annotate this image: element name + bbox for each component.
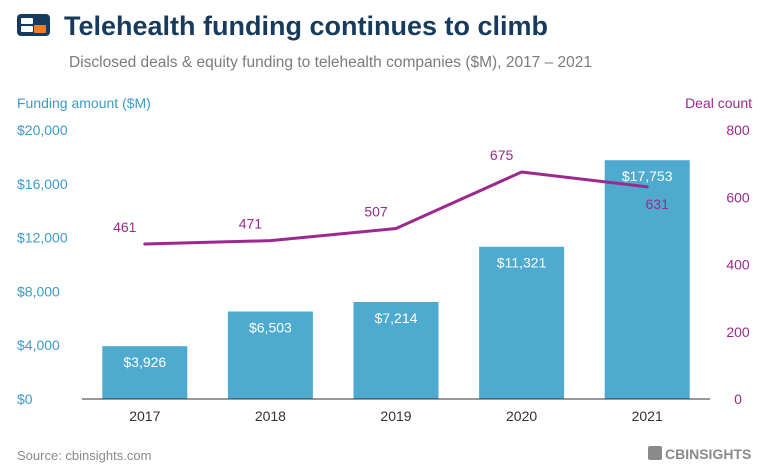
right-tick-label: 200 (726, 324, 750, 340)
right-axis-label: Deal count (685, 95, 752, 111)
left-tick-label: $0 (17, 391, 33, 407)
right-tick-label: 0 (734, 391, 742, 407)
bar-value-label: $7,214 (375, 310, 418, 326)
x-tick-label: 2018 (255, 408, 286, 424)
left-axis-label: Funding amount ($M) (17, 95, 151, 111)
bar (479, 246, 565, 399)
x-tick-label: 2019 (380, 408, 411, 424)
left-tick-label: $16,000 (17, 176, 68, 192)
bar (227, 311, 313, 399)
bar-value-label: $11,321 (497, 255, 547, 271)
line-value-label: 461 (113, 219, 137, 235)
left-tick-label: $8,000 (17, 283, 60, 299)
deal-count-line (143, 170, 649, 246)
bar-value-label: $17,753 (622, 168, 673, 184)
bar-value-label: $3,926 (123, 354, 166, 370)
cb-footer-icon (648, 446, 662, 460)
x-tick-label: 2021 (632, 408, 663, 424)
footer-logo-text: CBINSIGHTS (665, 446, 751, 462)
chart-subtitle: Disclosed deals & equity funding to tele… (69, 54, 592, 71)
source-note: Source: cbinsights.com (17, 448, 151, 463)
chart-title: Telehealth funding continues to climb (64, 11, 548, 41)
bar (102, 346, 188, 399)
cb-insights-logo-icon (17, 14, 50, 36)
line-value-label: 471 (239, 216, 263, 232)
line-value-label: 675 (490, 147, 514, 163)
right-tick-label: 400 (726, 257, 750, 273)
left-tick-label: $20,000 (17, 122, 68, 138)
bar-value-label: $6,503 (249, 320, 292, 336)
line-value-label: 507 (364, 204, 388, 220)
bar (353, 301, 439, 399)
right-tick-label: 800 (726, 122, 750, 138)
line-value-label: 631 (646, 196, 670, 212)
bar (604, 160, 690, 399)
x-tick-label: 2017 (129, 408, 160, 424)
x-tick-label: 2020 (506, 408, 537, 424)
cb-insights-footer-logo: CBINSIGHTS (648, 446, 751, 462)
left-tick-label: $12,000 (17, 230, 68, 246)
left-tick-label: $4,000 (17, 337, 60, 353)
right-tick-label: 600 (726, 189, 750, 205)
